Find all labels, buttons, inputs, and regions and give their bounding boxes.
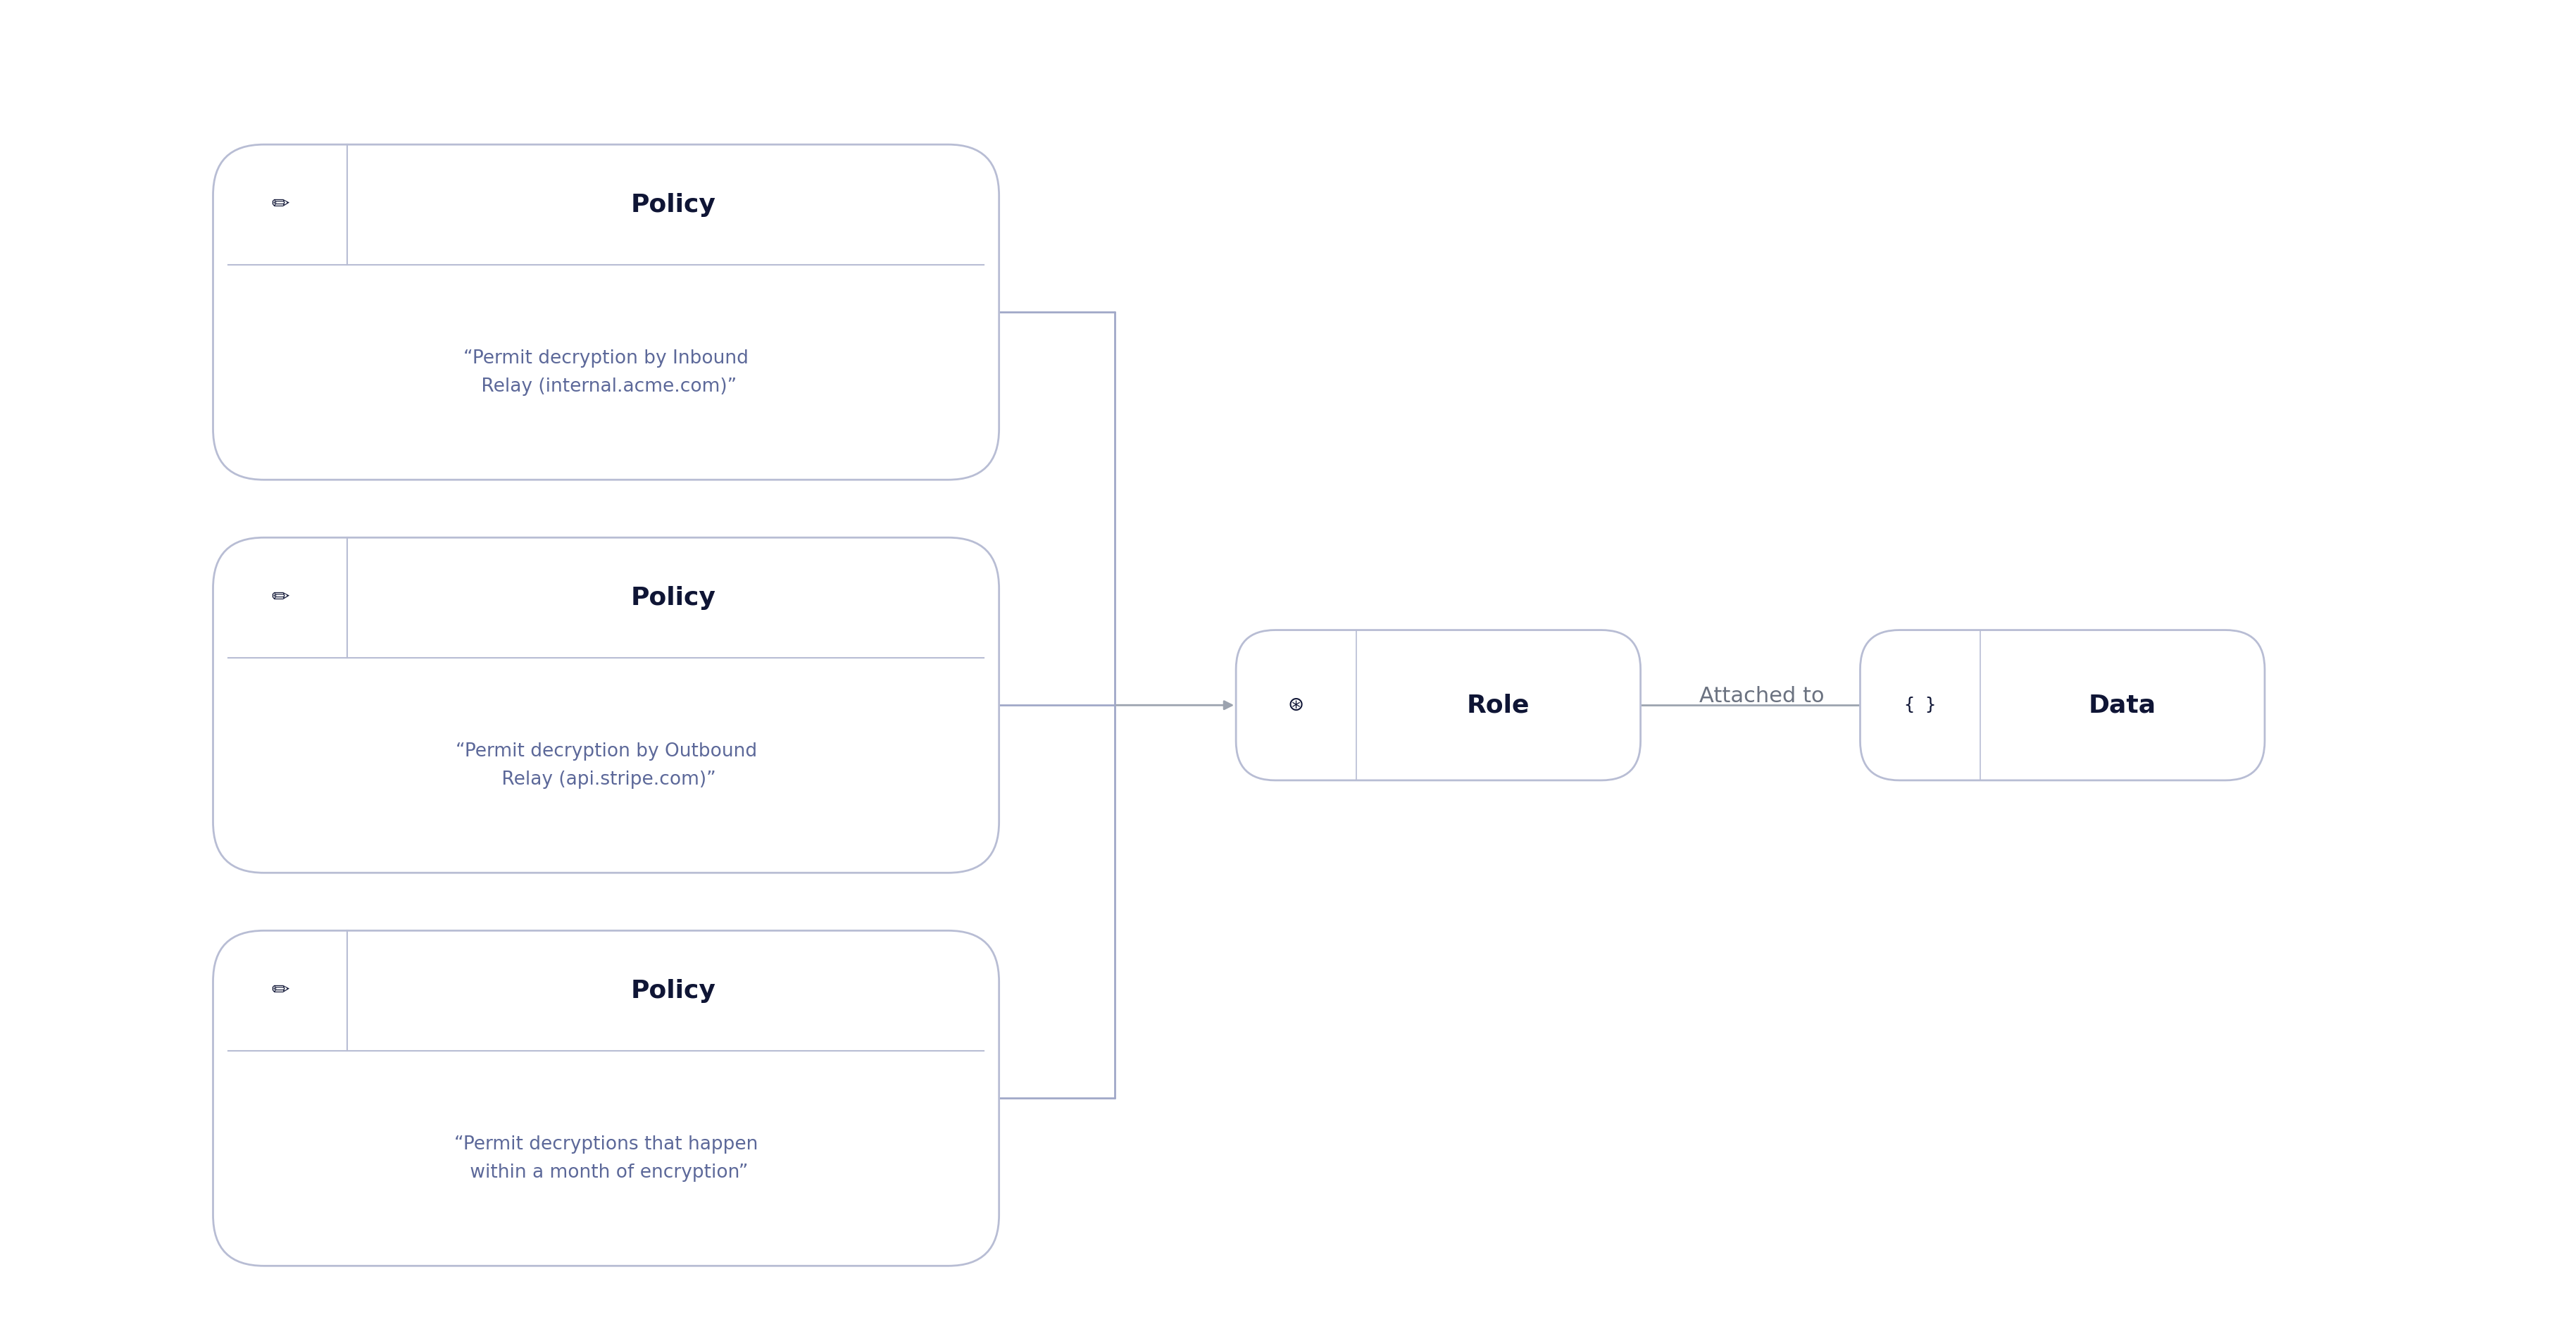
Text: { }: { } bbox=[1904, 697, 1937, 713]
Text: Attached to: Attached to bbox=[1700, 685, 1824, 707]
Text: “Permit decryption by Outbound
 Relay (api.stripe.com)”: “Permit decryption by Outbound Relay (ap… bbox=[456, 742, 757, 789]
Text: “Permit decryption by Inbound
 Relay (internal.acme.com)”: “Permit decryption by Inbound Relay (int… bbox=[464, 349, 750, 396]
FancyBboxPatch shape bbox=[1860, 630, 2264, 780]
Text: ✏: ✏ bbox=[270, 194, 289, 215]
Text: Policy: Policy bbox=[631, 586, 716, 610]
Text: ✏: ✏ bbox=[270, 587, 289, 607]
Text: Policy: Policy bbox=[631, 979, 716, 1003]
Text: Policy: Policy bbox=[631, 193, 716, 217]
FancyBboxPatch shape bbox=[214, 145, 999, 480]
FancyBboxPatch shape bbox=[214, 538, 999, 873]
Text: Data: Data bbox=[2089, 693, 2156, 717]
FancyBboxPatch shape bbox=[1236, 630, 1641, 780]
FancyBboxPatch shape bbox=[214, 931, 999, 1266]
Text: ⊛: ⊛ bbox=[1288, 696, 1303, 715]
Text: Role: Role bbox=[1466, 693, 1530, 717]
Text: ✏: ✏ bbox=[270, 980, 289, 1000]
Text: “Permit decryptions that happen
 within a month of encryption”: “Permit decryptions that happen within a… bbox=[453, 1134, 757, 1181]
